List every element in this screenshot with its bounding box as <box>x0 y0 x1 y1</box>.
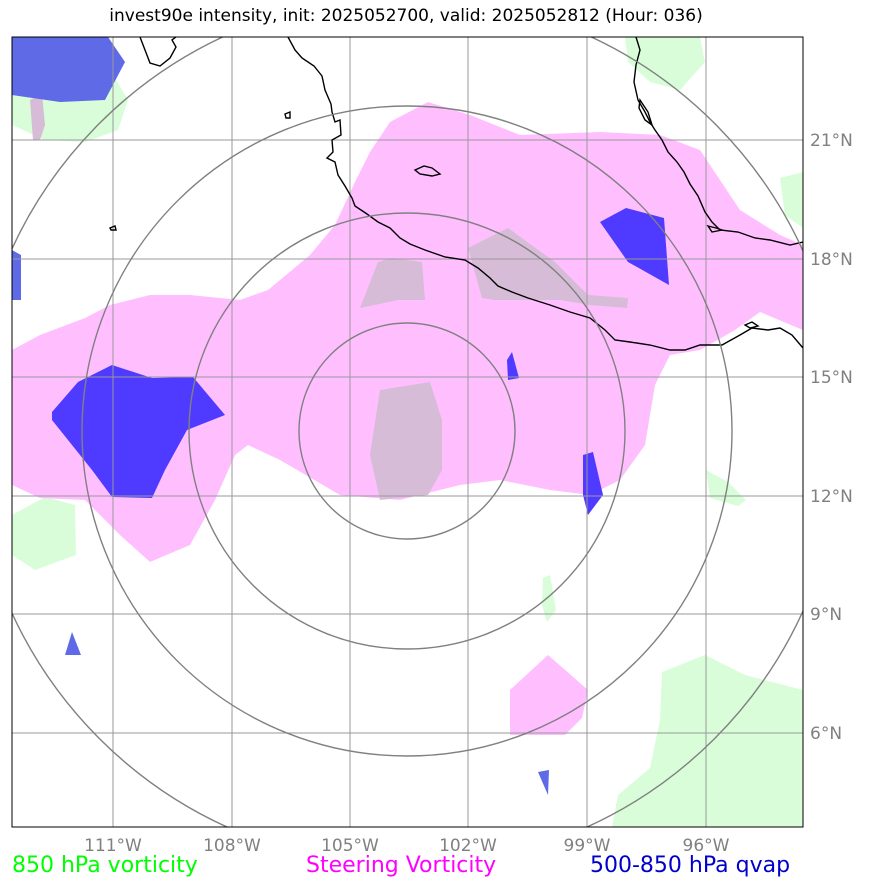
steering-vorticity-fill <box>12 102 803 735</box>
qvap-fill <box>12 37 669 795</box>
range-rings <box>12 37 803 827</box>
lat-label: 9°N <box>810 605 842 625</box>
lat-label: 18°N <box>810 250 853 270</box>
lon-label: 108°W <box>203 836 261 856</box>
gridlines <box>12 37 803 827</box>
overlap-fill <box>30 94 628 500</box>
latitude-labels: 21°N 18°N 15°N 12°N 9°N 6°N <box>810 131 853 744</box>
lon-label: 111°W <box>84 836 142 856</box>
figure-title: invest90e intensity, init: 2025052700, v… <box>109 6 703 26</box>
lat-label: 6°N <box>810 724 842 744</box>
lon-label: 105°W <box>321 836 379 856</box>
lon-label: 96°W <box>683 836 730 856</box>
coastline <box>109 37 803 351</box>
lat-label: 12°N <box>810 487 853 507</box>
legend-steering-vorticity: Steering Vorticity <box>306 853 497 878</box>
lon-label: 99°W <box>564 836 611 856</box>
map-frame <box>11 36 804 828</box>
longitude-labels: 111°W 108°W 105°W 102°W 99°W 96°W <box>84 836 730 856</box>
legend-qvap: 500-850 hPa qvap <box>590 853 791 878</box>
lon-label: 102°W <box>439 836 497 856</box>
lat-label: 21°N <box>810 131 853 151</box>
legend-850-vorticity: 850 hPa vorticity <box>12 853 198 878</box>
lat-label: 15°N <box>810 368 853 388</box>
